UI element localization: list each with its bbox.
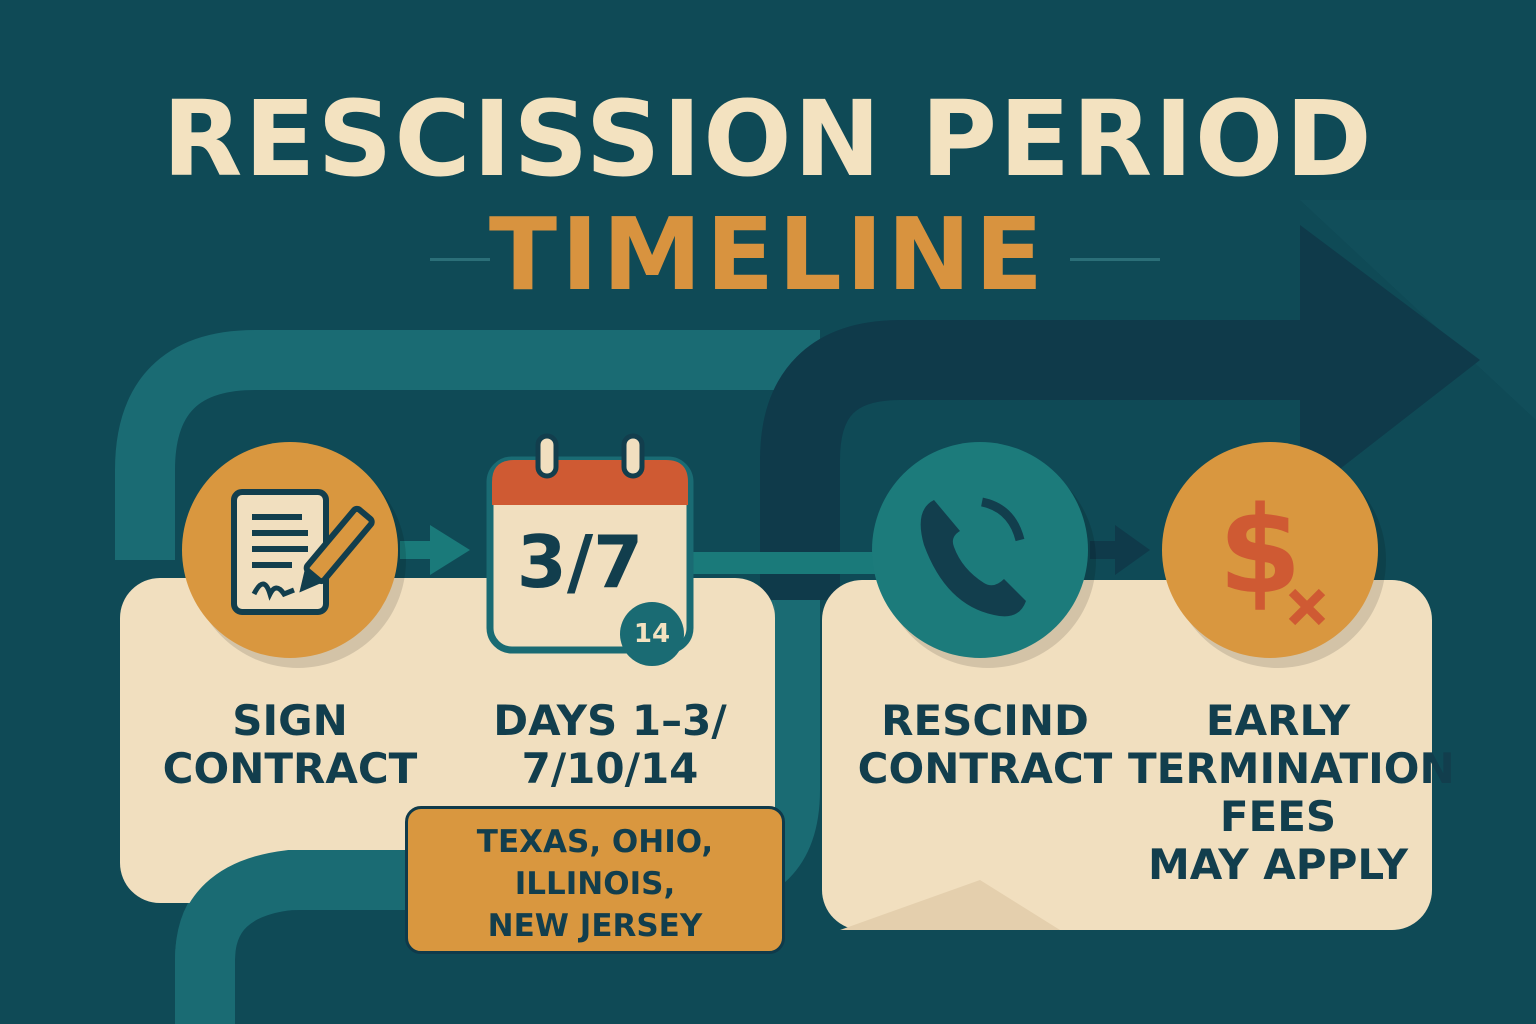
teal-path-over bbox=[175, 850, 420, 1024]
label-line: DAYS 1–3/ bbox=[493, 696, 727, 745]
right-panel bbox=[822, 580, 1432, 930]
label-line: CONTRACT bbox=[857, 744, 1113, 793]
sign-contract-circle bbox=[182, 442, 398, 658]
dollar-cancel-icon: $ bbox=[1218, 482, 1326, 626]
label-line: SIGN bbox=[232, 696, 348, 745]
title-rule-right bbox=[1070, 258, 1160, 261]
arrow-right-icon bbox=[400, 525, 470, 575]
phone-icon bbox=[920, 497, 1026, 617]
teal-path bbox=[115, 330, 820, 560]
fees-circle: $ bbox=[1162, 442, 1378, 658]
calendar-icon bbox=[486, 433, 694, 654]
step-label-days: DAYS 1–3/ 7/10/14 bbox=[460, 697, 760, 793]
title-rule-left bbox=[430, 258, 490, 261]
arrow-right-icon bbox=[1090, 525, 1150, 575]
title-line-1: RESCISSION PERIOD bbox=[162, 78, 1374, 200]
states-line: ILLINOIS, bbox=[514, 866, 676, 902]
states-note-box: TEXAS, OHIO, ILLINOIS, NEW JERSEY bbox=[405, 806, 785, 954]
step-label-rescind: RESCIND CONTRACT bbox=[835, 697, 1135, 793]
calendar-text: 3/7 bbox=[516, 520, 644, 604]
big-arrow-head bbox=[1300, 225, 1480, 500]
contract-sign-icon bbox=[231, 489, 375, 615]
label-line: EARLY bbox=[1205, 696, 1351, 745]
big-arrow-band bbox=[760, 320, 1320, 600]
label-line: RESCIND bbox=[881, 696, 1089, 745]
label-line: FEES bbox=[1219, 792, 1337, 841]
rescind-contract-circle bbox=[872, 442, 1088, 658]
title-line-2: TIMELINE bbox=[488, 196, 1048, 313]
label-line: MAY APPLY bbox=[1147, 840, 1409, 889]
states-line: TEXAS, OHIO, bbox=[476, 824, 714, 860]
step-label-sign-contract: SIGN CONTRACT bbox=[140, 697, 440, 793]
label-line: CONTRACT bbox=[162, 744, 418, 793]
step-label-fees: EARLY TERMINATION FEES MAY APPLY bbox=[1128, 696, 1455, 889]
svg-text:$: $ bbox=[1218, 482, 1302, 621]
calendar-badge: 14 bbox=[620, 602, 684, 666]
label-line: 7/10/14 bbox=[521, 744, 699, 793]
label-line: TERMINATION bbox=[1128, 744, 1455, 793]
states-line: NEW JERSEY bbox=[487, 908, 703, 944]
